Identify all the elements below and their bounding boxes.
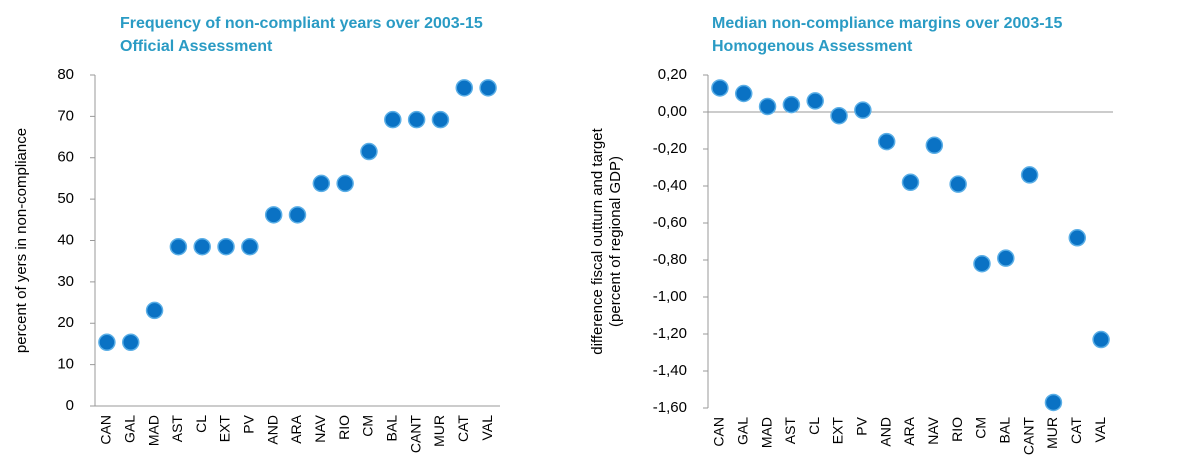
y-tick-label: -1,00 (653, 288, 687, 305)
x-tick-label: CAT (1068, 417, 1084, 444)
y-axis-label: percent of yers in non-compliance (13, 128, 30, 353)
dot (1044, 393, 1063, 412)
dot (145, 301, 164, 320)
y-tick-label: -1,40 (653, 362, 687, 379)
x-tick-label: GAL (121, 415, 137, 443)
y-tick-label: 0,20 (658, 66, 687, 83)
y-tick-label: -1,60 (653, 399, 687, 416)
x-tick-label: CANT (407, 415, 423, 454)
x-tick-label: MAD (758, 417, 774, 448)
dot (336, 174, 354, 193)
x-tick-label: NAV (925, 416, 941, 444)
dot (711, 79, 729, 97)
x-tick-label: BAL (996, 417, 1012, 444)
y-tick-label: 0,00 (658, 103, 687, 120)
dot (734, 84, 753, 103)
dot (973, 254, 991, 273)
dot (854, 101, 872, 119)
dot (1092, 330, 1110, 349)
y-axis-label: (percent of regional GDP) (607, 156, 624, 327)
y-tick-label: 70 (57, 107, 74, 124)
x-tick-label: VAL (1092, 417, 1108, 443)
dot (1020, 166, 1039, 184)
y-axis-label: difference fiscal outturn and target (589, 127, 606, 354)
x-tick-label: CM (973, 417, 989, 439)
x-tick-label: ARA (901, 416, 917, 445)
x-tick-label: EXT (217, 415, 233, 443)
y-tick-label: 50 (57, 190, 74, 207)
x-tick-label: AND (877, 417, 893, 447)
chart-subtitle: Official Assessment (120, 38, 273, 55)
dot (925, 136, 944, 155)
x-tick-label: MUR (1044, 417, 1060, 449)
dot (121, 333, 140, 352)
dot (169, 237, 188, 256)
x-tick-label: CAN (98, 415, 114, 445)
dot (384, 110, 402, 129)
y-tick-label: -0,80 (653, 251, 687, 268)
x-tick-label: CAN (711, 417, 727, 447)
x-tick-label: EXT (830, 417, 846, 445)
dot (288, 206, 307, 224)
dot (217, 237, 235, 256)
dot (264, 206, 283, 224)
x-tick-label: ARA (288, 414, 304, 443)
chart-subtitle: Homogenous Assessment (712, 38, 913, 55)
x-tick-label: AST (169, 415, 185, 443)
y-tick-label: 30 (57, 273, 74, 290)
dot (312, 174, 331, 193)
dot (479, 79, 497, 97)
x-tick-label: AND (264, 415, 280, 445)
x-tick-label: CL (193, 415, 209, 433)
dot (360, 142, 378, 161)
chart-title: Frequency of non-compliant years over 20… (120, 15, 483, 32)
chart-title: Median non-compliance margins over 2003-… (712, 15, 1062, 32)
dot (241, 237, 259, 256)
x-tick-label: AST (782, 417, 798, 445)
dot (997, 249, 1015, 267)
y-tick-label: -0,20 (653, 140, 687, 157)
x-tick-label: BAL (383, 415, 399, 442)
dot (1068, 229, 1087, 247)
x-tick-label: PV (241, 414, 257, 433)
dot (455, 79, 474, 97)
x-tick-label: RIO (949, 417, 965, 442)
dot (98, 333, 116, 352)
x-tick-label: CL (806, 417, 822, 435)
dot (877, 132, 896, 151)
x-tick-label: CANT (1020, 417, 1036, 456)
dot (901, 173, 920, 192)
y-tick-label: -1,20 (653, 325, 687, 342)
dot (830, 106, 848, 125)
x-tick-label: MAD (145, 415, 161, 446)
dot (949, 175, 967, 193)
x-tick-label: RIO (336, 415, 352, 440)
x-tick-label: PV (854, 416, 870, 435)
dot (758, 97, 777, 116)
y-tick-label: 60 (57, 149, 74, 166)
dot (193, 237, 211, 256)
x-tick-label: GAL (734, 417, 750, 445)
dot (782, 95, 801, 114)
x-tick-label: VAL (479, 415, 495, 441)
x-tick-label: CAT (455, 415, 471, 442)
y-tick-label: 40 (57, 231, 74, 248)
y-tick-label: 0 (66, 397, 74, 414)
dot (806, 92, 824, 110)
y-tick-label: 10 (57, 356, 74, 373)
x-tick-label: CM (360, 415, 376, 437)
y-tick-label: 20 (57, 314, 74, 331)
y-tick-label: -0,40 (653, 177, 687, 194)
y-tick-label: -0,60 (653, 214, 687, 231)
dot (431, 110, 450, 129)
y-tick-label: 80 (57, 66, 74, 83)
x-tick-label: NAV (312, 414, 328, 442)
x-tick-label: MUR (431, 415, 447, 447)
dot (407, 110, 426, 129)
